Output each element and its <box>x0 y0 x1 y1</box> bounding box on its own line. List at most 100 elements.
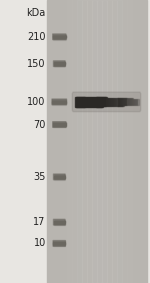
Bar <box>53 34 66 35</box>
Bar <box>53 243 65 244</box>
Bar <box>142 0 147 283</box>
Bar <box>54 177 65 178</box>
Bar <box>53 241 65 242</box>
Bar <box>53 125 66 126</box>
Bar <box>124 98 126 106</box>
Bar <box>82 97 84 107</box>
Bar <box>53 38 66 39</box>
Bar <box>112 98 113 106</box>
Bar <box>54 65 65 66</box>
Bar <box>52 102 66 103</box>
Bar <box>130 98 131 105</box>
Bar <box>53 125 66 126</box>
Bar <box>123 98 125 106</box>
Bar <box>53 38 66 39</box>
Bar <box>116 98 118 106</box>
Bar <box>53 37 66 38</box>
Text: kDa: kDa <box>27 8 46 18</box>
Bar <box>136 98 137 105</box>
Bar <box>131 98 132 105</box>
Bar <box>54 220 65 221</box>
Bar <box>53 39 66 40</box>
Bar <box>54 61 65 62</box>
Bar <box>117 98 118 106</box>
Bar <box>53 36 66 37</box>
Bar <box>115 98 116 106</box>
Bar <box>104 97 106 106</box>
Bar <box>54 178 65 179</box>
Bar <box>52 100 66 101</box>
Bar <box>61 0 67 283</box>
Bar <box>99 97 101 107</box>
Bar <box>103 97 105 106</box>
Bar <box>132 98 133 105</box>
Bar <box>135 98 136 105</box>
Bar <box>114 98 116 106</box>
Bar <box>52 0 57 283</box>
Bar <box>93 97 94 107</box>
Bar <box>109 98 110 106</box>
Bar <box>67 0 72 283</box>
Bar <box>107 0 112 283</box>
Bar <box>94 97 95 107</box>
Bar <box>120 98 122 106</box>
Bar <box>128 98 129 105</box>
Bar <box>106 98 108 106</box>
Bar <box>105 97 107 106</box>
Bar <box>133 98 134 105</box>
Bar <box>137 0 142 283</box>
Bar <box>80 97 82 107</box>
Text: 17: 17 <box>33 217 46 227</box>
Bar <box>53 122 66 123</box>
Bar <box>53 126 66 127</box>
Bar <box>54 220 65 221</box>
Text: 35: 35 <box>33 172 46 182</box>
Bar <box>111 98 112 106</box>
Bar <box>110 98 111 106</box>
Bar <box>102 97 104 106</box>
Bar <box>78 97 80 107</box>
Bar <box>54 176 65 177</box>
FancyBboxPatch shape <box>54 174 65 180</box>
Bar <box>54 222 65 223</box>
Bar <box>53 244 65 245</box>
FancyBboxPatch shape <box>53 241 65 246</box>
Bar <box>122 98 124 106</box>
Bar <box>91 97 92 107</box>
Text: 100: 100 <box>27 97 46 107</box>
Text: 70: 70 <box>33 119 46 130</box>
Bar <box>53 243 65 244</box>
FancyBboxPatch shape <box>53 34 66 40</box>
Bar <box>87 0 92 283</box>
FancyBboxPatch shape <box>53 122 66 127</box>
Bar <box>54 66 65 67</box>
Bar <box>54 63 65 64</box>
Bar <box>127 0 132 283</box>
Bar <box>137 98 139 105</box>
Text: 210: 210 <box>27 32 46 42</box>
Bar <box>89 97 90 107</box>
Bar <box>53 126 66 127</box>
FancyBboxPatch shape <box>54 61 65 67</box>
Bar <box>54 174 65 175</box>
Bar <box>134 98 135 105</box>
Bar <box>92 0 97 283</box>
Bar <box>52 103 66 104</box>
Bar <box>77 97 79 107</box>
Bar <box>129 98 130 105</box>
Bar <box>54 62 65 63</box>
Bar <box>57 0 61 283</box>
Bar <box>77 0 82 283</box>
Bar <box>92 97 93 107</box>
Bar <box>76 97 78 107</box>
Bar <box>97 97 99 107</box>
Bar <box>54 175 65 176</box>
Bar <box>102 0 107 283</box>
Bar <box>53 35 66 36</box>
Bar <box>97 0 102 283</box>
Bar <box>117 0 122 283</box>
Bar <box>79 97 81 107</box>
Bar <box>132 0 137 283</box>
Bar <box>122 0 127 283</box>
Bar <box>54 221 65 222</box>
